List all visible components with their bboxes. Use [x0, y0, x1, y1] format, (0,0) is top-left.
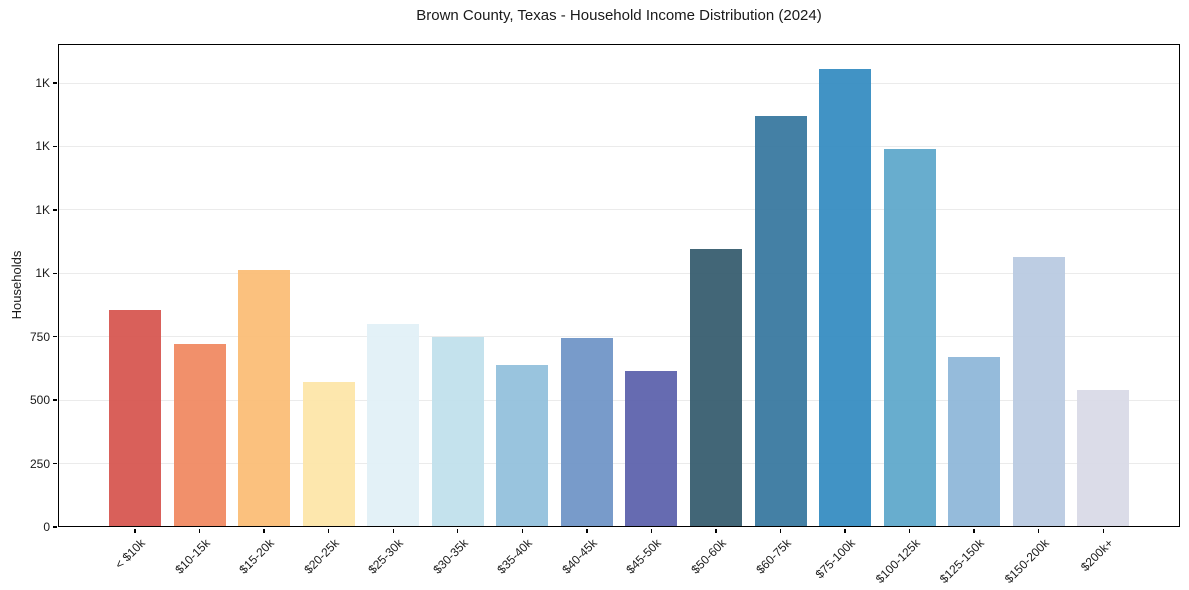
x-axis-tick — [973, 528, 975, 533]
gridline — [59, 463, 1179, 465]
x-axis-tick — [844, 528, 846, 533]
x-axis-tick — [715, 528, 717, 533]
bar — [560, 338, 613, 527]
gridline — [59, 82, 1179, 84]
bar — [367, 324, 420, 527]
y-tick-label: 1K — [35, 76, 50, 91]
y-tick-label: 0 — [43, 520, 50, 534]
bar — [948, 357, 1001, 527]
y-tick-label: 750 — [29, 329, 50, 344]
y-tick-label: 1K — [35, 139, 50, 154]
bar — [883, 149, 936, 527]
x-axis-tick — [1102, 528, 1104, 533]
gridline — [59, 272, 1179, 274]
x-axis-tick — [521, 528, 523, 533]
x-axis-tick — [198, 528, 201, 533]
bar — [689, 249, 742, 527]
x-axis-tick — [586, 528, 588, 533]
y-tick-label: 250 — [29, 456, 50, 471]
bar — [173, 344, 226, 527]
y-axis-tick — [53, 399, 58, 401]
x-axis-tick — [134, 528, 136, 533]
x-axis-tick — [650, 528, 653, 533]
bar — [496, 364, 549, 527]
y-tick-label: 500 — [29, 393, 50, 408]
x-tick-label: < $10k — [112, 536, 148, 572]
bar — [431, 336, 484, 527]
bar — [1012, 256, 1065, 527]
y-axis-tick — [53, 209, 58, 211]
bar — [819, 69, 872, 527]
y-tick-label: 1K — [35, 266, 50, 281]
y-axis-tick — [53, 526, 58, 528]
y-tick-label: 1K — [35, 202, 50, 217]
y-axis-tick — [53, 462, 58, 465]
bar — [625, 370, 678, 527]
y-axis-tick — [53, 82, 58, 84]
chart-title: Brown County, Texas - Household Income D… — [416, 7, 822, 24]
gridline — [59, 145, 1179, 147]
bar — [754, 116, 807, 527]
bar — [1077, 390, 1130, 527]
bar — [109, 310, 161, 527]
gridline — [59, 209, 1179, 211]
y-axis-tick — [53, 272, 58, 274]
x-axis-tick — [1038, 528, 1040, 533]
plot-border — [58, 44, 1180, 527]
y-axis-tick — [53, 336, 58, 338]
x-axis-tick — [457, 528, 459, 533]
bar — [302, 382, 355, 527]
gridline — [59, 399, 1179, 401]
bar — [238, 269, 291, 527]
x-axis-tick — [263, 528, 265, 533]
x-axis-tick — [908, 528, 911, 533]
y-axis-tick — [53, 145, 58, 148]
x-axis-tick — [327, 528, 330, 533]
gridline — [59, 336, 1179, 338]
x-axis-tick — [779, 528, 782, 533]
x-axis-tick — [392, 528, 394, 533]
